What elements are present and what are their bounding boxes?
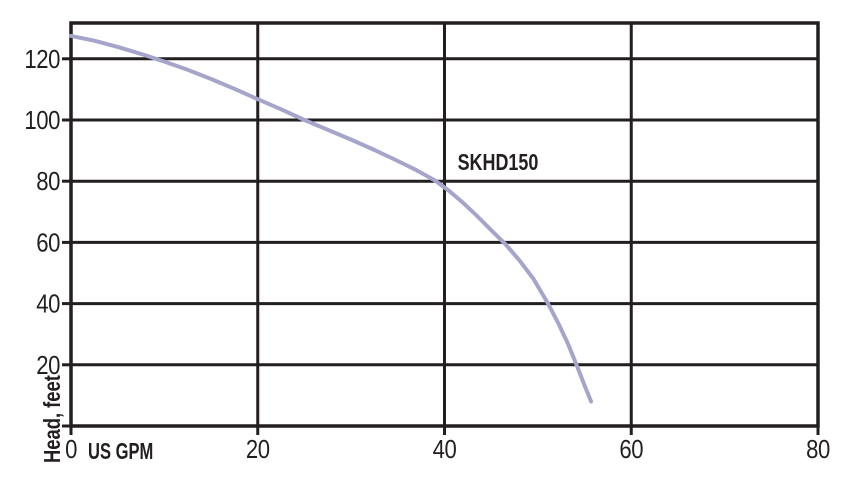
axis-ticks (62, 57, 820, 435)
y-tick-label: 120 (24, 45, 60, 74)
series-label: SKHD150 (458, 150, 539, 176)
x-tick-label: 20 (246, 435, 270, 464)
y-tick-label: 40 (36, 290, 60, 319)
x-tick-label: 80 (806, 435, 830, 464)
y-tick-label: 80 (36, 168, 60, 197)
x-tick-labels: 0 20 40 60 80 (65, 435, 830, 464)
y-tick-label: 100 (24, 106, 60, 135)
y-tick-label: 60 (36, 229, 60, 258)
x-axis-label: US GPM (88, 439, 153, 464)
pump-curve-line (69, 33, 594, 404)
grid-lines (71, 23, 818, 426)
y-tick-label: 20 (36, 351, 60, 380)
y-tick-labels: 20 40 60 80 100 120 (24, 45, 60, 380)
y-axis-label: Head, feet (40, 375, 65, 463)
x-tick-label: 0 (65, 435, 77, 464)
x-tick-label: 40 (433, 435, 457, 464)
x-tick-label: 60 (619, 435, 643, 464)
